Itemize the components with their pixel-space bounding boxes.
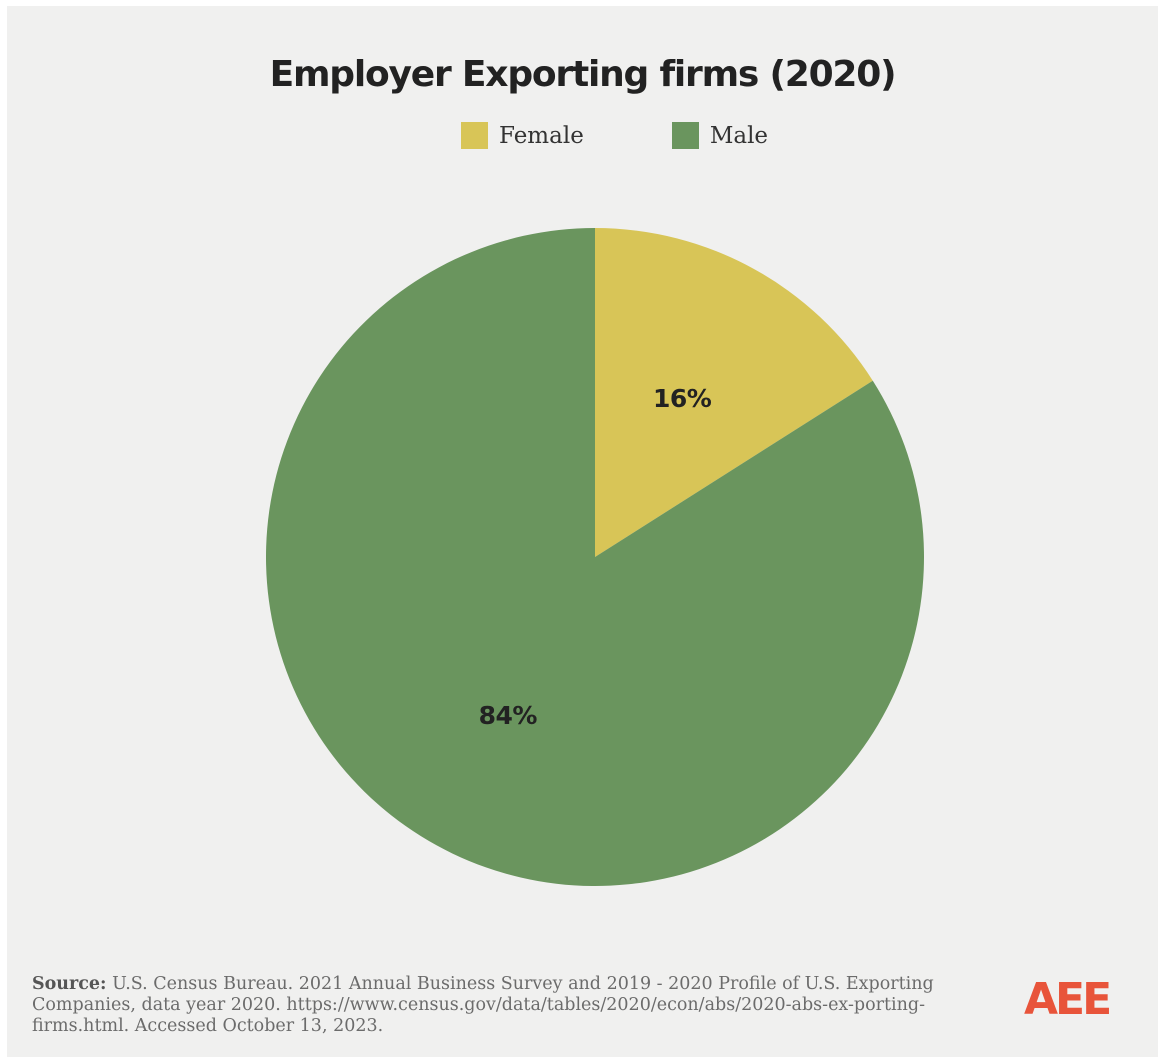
legend-swatch-male [671, 122, 699, 149]
chart-title: Employer Exporting firms (2020) [269, 54, 897, 95]
pie-slice-male [265, 228, 924, 886]
source-prefix: Source: [32, 974, 107, 994]
legend-item-male: Male [671, 122, 769, 149]
legend-label-female: Female [499, 122, 584, 149]
pie-label-male: 84% [479, 701, 538, 730]
pie-chart: 16% 84% [265, 228, 924, 886]
legend-swatch-female [461, 122, 488, 149]
chart-legend: Female Male [461, 122, 768, 149]
source-note: Source: U.S. Census Bureau. 2021 Annual … [32, 974, 977, 1037]
aee-logo: AEE [1024, 974, 1112, 1025]
legend-item-female: Female [461, 122, 584, 149]
legend-label-male: Male [709, 122, 769, 149]
source-text: U.S. Census Bureau. 2021 Annual Business… [32, 974, 934, 1036]
pie-slice-female [595, 228, 873, 557]
pie-label-female: 16% [653, 384, 712, 413]
chart-frame: Employer Exporting firms (2020) Female M… [7, 6, 1158, 1057]
